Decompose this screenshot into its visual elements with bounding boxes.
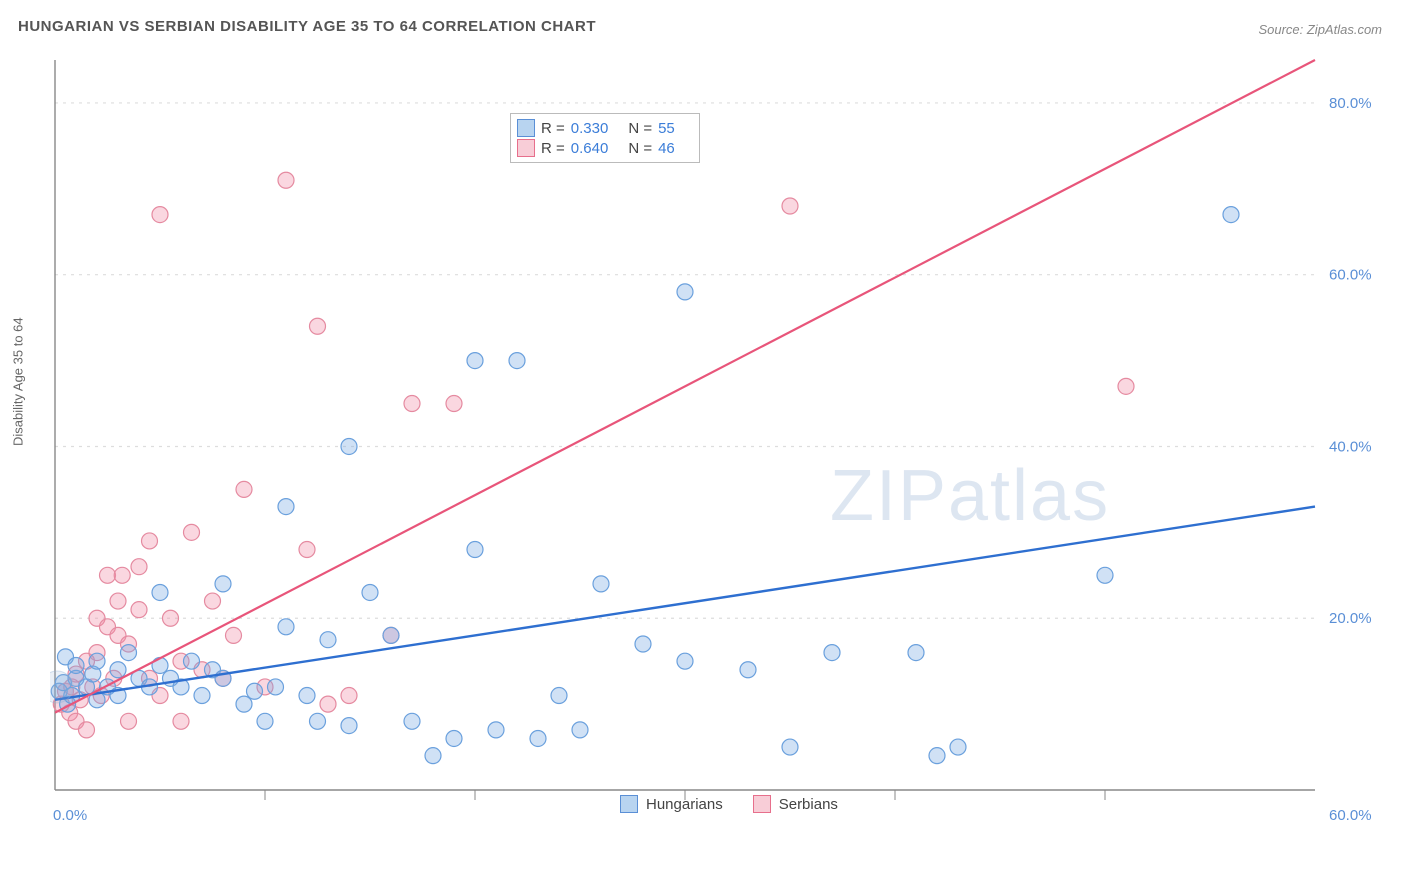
series-legend: Hungarians Serbians [620,795,838,813]
n-label: N = [628,120,652,137]
y-axis-label: Disability Age 35 to 64 [11,317,26,446]
svg-text:40.0%: 40.0% [1329,438,1372,455]
n-value: 55 [658,120,675,137]
n-label: N = [628,140,652,157]
swatch-hungarians-icon [620,795,638,813]
source-attribution: Source: ZipAtlas.com [1258,22,1382,37]
r-value: 0.640 [571,140,609,157]
legend-item-hungarians: Hungarians [620,795,723,813]
stats-row-serbians: R = 0.640 N = 46 [517,138,689,158]
svg-text:80.0%: 80.0% [1329,95,1372,112]
n-value: 46 [658,140,675,157]
swatch-serbians-icon [753,795,771,813]
r-value: 0.330 [571,120,609,137]
correlation-stats-box: R = 0.330 N = 55 R = 0.640 N = 46 [510,113,700,163]
legend-item-serbians: Serbians [753,795,838,813]
legend-label: Serbians [779,796,838,813]
chart-title: HUNGARIAN VS SERBIAN DISABILITY AGE 35 T… [18,18,596,35]
svg-text:20.0%: 20.0% [1329,610,1372,627]
svg-text:60.0%: 60.0% [1329,807,1372,824]
swatch-serbians [517,139,535,157]
scatter-chart-svg: 20.0% 40.0% 60.0% 80.0% 0.0% 60.0% [50,55,1390,845]
stats-row-hungarians: R = 0.330 N = 55 [517,118,689,138]
svg-text:60.0%: 60.0% [1329,267,1372,284]
r-label: R = [541,140,565,157]
swatch-hungarians [517,119,535,137]
r-label: R = [541,120,565,137]
chart-area: 20.0% 40.0% 60.0% 80.0% 0.0% 60.0% R = 0.330 … [50,55,1390,845]
svg-text:0.0%: 0.0% [53,807,87,824]
legend-label: Hungarians [646,796,723,813]
